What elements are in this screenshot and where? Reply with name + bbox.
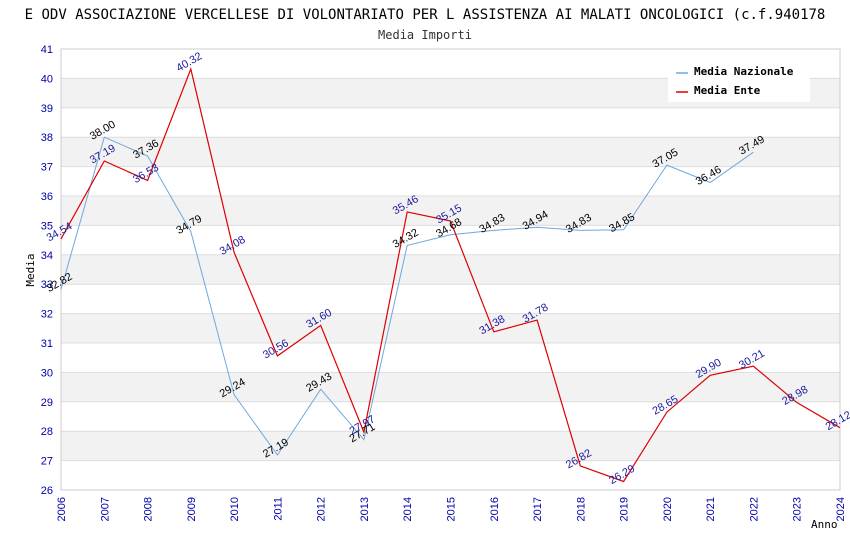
y-tick-label: 30: [41, 367, 53, 379]
x-tick-label: 2009: [186, 497, 198, 521]
y-tick-label: 28: [41, 426, 53, 438]
x-tick-label: 2016: [489, 497, 501, 521]
y-tick-label: 32: [41, 309, 53, 321]
y-tick-label: 39: [41, 103, 53, 115]
chart-title: E ODV ASSOCIAZIONE VERCELLESE DI VOLONTA…: [25, 7, 826, 23]
data-label: 26.29: [607, 463, 637, 487]
x-tick-label: 2017: [532, 497, 544, 521]
x-tick-label: 2019: [619, 497, 631, 521]
y-tick-label: 37: [41, 162, 53, 174]
grid-band: [61, 372, 840, 402]
grid-band: [61, 254, 840, 285]
y-tick-label: 36: [41, 191, 53, 203]
data-label: 34.08: [218, 234, 248, 258]
series-line-media-nazionale: [60, 136, 754, 456]
y-tick-label: 33: [41, 279, 53, 291]
grid-band: [61, 137, 840, 167]
y-tick-label: 27: [41, 456, 53, 468]
data-label: 30.21: [737, 348, 767, 372]
y-axis-ticks: 26 27 28 29 30 31 32 33 34 35 36 37 38 39 40 41: [41, 44, 53, 497]
x-tick-label: 2013: [359, 497, 371, 521]
y-tick-label: 41: [41, 44, 53, 56]
x-tick-label: 2018: [575, 497, 587, 521]
x-tick-label: 2012: [316, 497, 328, 521]
series-lines: [60, 66, 841, 483]
y-tick-label: 29: [41, 397, 53, 409]
x-tick-label: 2008: [143, 497, 155, 521]
x-tick-label: 2023: [792, 497, 804, 521]
plot-area: [60, 48, 841, 491]
y-tick-label: 31: [41, 338, 53, 350]
chart-subtitle: Media Importi: [378, 28, 472, 42]
legend-label-media-ente: Media Ente: [694, 84, 761, 97]
x-tick-label: 2007: [99, 497, 111, 521]
data-label: 32.82: [45, 271, 75, 295]
data-label: 36.46: [694, 164, 724, 188]
data-label: 40.32: [174, 50, 204, 74]
x-axis-ticks: 2006 2007 2008 2009 2010 2011 2012 2013 2014 2015…: [56, 497, 847, 521]
y-tick-label: 40: [41, 73, 53, 85]
y-tick-label: 26: [41, 485, 53, 497]
data-label: 28.12: [824, 409, 850, 433]
legend: Media Nazionale Media Ente: [668, 60, 810, 102]
x-tick-label: 2024: [835, 497, 847, 521]
grid-band: [61, 313, 840, 343]
x-tick-label: 2015: [446, 497, 458, 521]
x-tick-label: 2022: [748, 497, 760, 521]
legend-box: [668, 60, 810, 102]
y-axis-label: Media: [24, 253, 37, 286]
series-line-media-ente: [60, 66, 841, 483]
data-label: 34.32: [391, 227, 421, 251]
x-tick-label: 2021: [705, 497, 717, 521]
x-tick-label: 2010: [229, 497, 241, 521]
x-axis-label: Anno: [811, 518, 838, 531]
x-tick-label: 2006: [56, 497, 68, 521]
y-tick-label: 34: [41, 250, 53, 262]
x-tick-label: 2011: [272, 497, 284, 521]
x-tick-label: 2020: [662, 497, 674, 521]
grid-band: [61, 431, 840, 461]
y-tick-label: 38: [41, 132, 53, 144]
grid-bands: [61, 78, 840, 461]
legend-label-media-nazionale: Media Nazionale: [694, 65, 794, 78]
x-tick-label: 2014: [402, 497, 414, 521]
y-tick-label: 35: [41, 220, 53, 232]
